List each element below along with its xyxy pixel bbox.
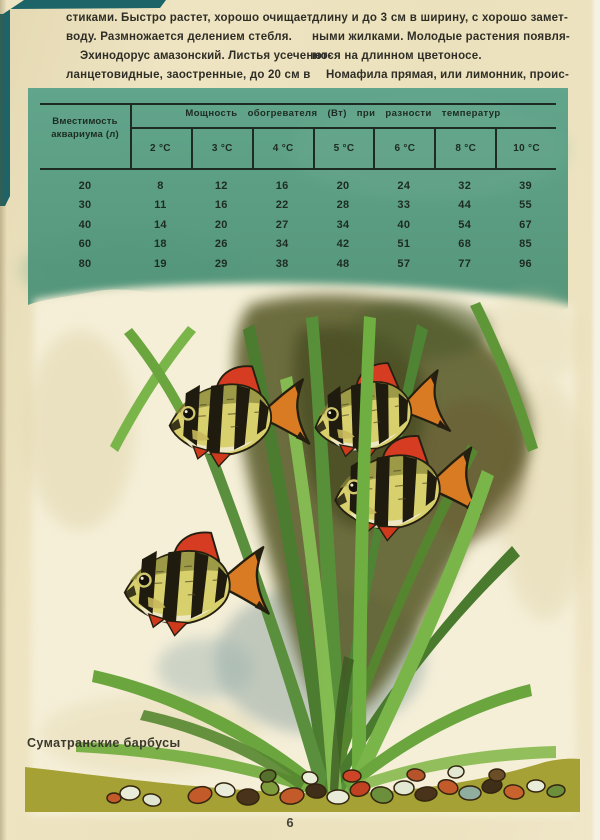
spine-edge — [0, 0, 166, 206]
text-line: Номафила прямая, или лимонник, проис- — [312, 66, 570, 85]
grass-leaves-mid — [280, 316, 494, 794]
table-capacity-header-line: Вместимость — [52, 116, 118, 127]
table-column-header: 3 °C — [190, 129, 252, 168]
table-capacity-header: Вместимость аквариума (л) — [40, 115, 130, 141]
table-cell: 51 — [397, 238, 411, 251]
table-body: 20 8 12 16 20 24 32 39 30 11 16 22 28 33… — [40, 176, 556, 274]
table-cell: 16 — [214, 199, 228, 212]
table-cell: 20 — [214, 218, 228, 231]
table-column-header: 4 °C — [251, 129, 313, 168]
table-capacity-header-line: аквариума (л) — [51, 129, 119, 140]
table-cell: 16 — [275, 179, 289, 192]
table-group-header: Мощность обогревателя (Вт) при разности … — [185, 108, 501, 119]
table-rule-vertical — [130, 103, 132, 170]
table-cell: 40 — [397, 218, 411, 231]
table-cell: 26 — [214, 238, 228, 251]
table-cell: 24 — [397, 179, 411, 192]
table-cell: 8 — [157, 179, 164, 192]
table-cell-capacity: 60 — [78, 238, 92, 251]
table-cell-capacity: 80 — [78, 257, 92, 270]
text-run: или — [436, 69, 466, 81]
text-line: стиками. Быстро растет, хорошо очищает — [66, 12, 313, 24]
table-cell: 28 — [336, 199, 350, 212]
heater-power-table: Мощность обогревателя (Вт) при разности … — [28, 88, 568, 310]
table-cell: 20 — [336, 179, 350, 192]
article-column-right: длину и до 3 см в ширину, с хорошо замет… — [312, 9, 570, 85]
text-run: Листья усеченно- — [224, 50, 332, 62]
table-cell-capacity: 40 — [78, 218, 92, 231]
text-line: длину и до 3 см в ширину, с хорошо замет… — [312, 12, 568, 24]
table-cell: 57 — [397, 257, 411, 270]
gravel-bed — [25, 758, 580, 812]
table-temp-headers: 2 °C 3 °C 4 °C 5 °C 6 °C 8 °C 10 °C — [130, 129, 556, 168]
table-cell: 44 — [458, 199, 472, 212]
page-number: 6 — [286, 815, 294, 830]
table-cell: 96 — [519, 257, 532, 270]
pebbles — [106, 765, 566, 807]
table-column-header: 10 °C — [495, 129, 556, 168]
table-cell: 19 — [154, 257, 167, 270]
table-cell: 29 — [214, 257, 228, 270]
text-line: Эхинодорус амазонский. Листья усеченно- — [66, 47, 332, 66]
table-cell: 85 — [519, 238, 532, 251]
table-cell: 34 — [336, 218, 350, 231]
table-cell: 22 — [275, 199, 289, 212]
illustration-caption: Суматранские барбусы — [27, 736, 181, 750]
table-column-header: 6 °C — [373, 129, 434, 168]
table-cell-capacity: 30 — [78, 199, 92, 212]
table-cell: 11 — [154, 199, 167, 212]
text-run: проис- — [526, 69, 570, 81]
table-rule-top — [40, 103, 556, 105]
table-cell: 77 — [458, 257, 472, 270]
table-cell: 27 — [275, 218, 289, 231]
text-line: ными жилками. Молодые растения появля- — [312, 31, 570, 43]
table-cell: 38 — [275, 257, 289, 270]
text-line: воду. Размножается делением стебля. — [66, 31, 293, 43]
table-column-header: 5 °C — [312, 129, 374, 168]
table-rule-group — [130, 127, 556, 129]
table-column-header: 8 °C — [434, 129, 495, 168]
table-column-header: 2 °C — [150, 143, 171, 154]
table-cell: 39 — [519, 179, 532, 192]
table-cell: 33 — [397, 199, 411, 212]
species-name: лимонник, — [465, 69, 527, 81]
article-column-left: стиками. Быстро растет, хорошо очищает в… — [66, 9, 332, 85]
table-cell: 34 — [275, 238, 289, 251]
table-cell-capacity: 20 — [78, 179, 92, 192]
table-rule-bottom — [40, 168, 556, 170]
table-cell: 55 — [519, 199, 532, 212]
table-cell: 54 — [458, 218, 472, 231]
table-cell: 14 — [154, 218, 167, 231]
text-line: ланцетовидные, заостренные, до 20 см в — [66, 69, 311, 81]
table-cell: 32 — [458, 179, 472, 192]
species-name: Эхинодорус амазонский. — [80, 50, 225, 62]
text-line: ются на длинном цветоносе. — [312, 50, 482, 62]
grass-leaves-front — [76, 656, 556, 793]
table-cell: 42 — [336, 238, 350, 251]
table-cell: 68 — [458, 238, 472, 251]
table-cell: 12 — [214, 179, 228, 192]
table-cell: 18 — [154, 238, 167, 251]
species-name: Номафила прямая, — [326, 69, 437, 81]
table-cell: 48 — [336, 257, 350, 270]
table-cell: 67 — [519, 218, 532, 231]
